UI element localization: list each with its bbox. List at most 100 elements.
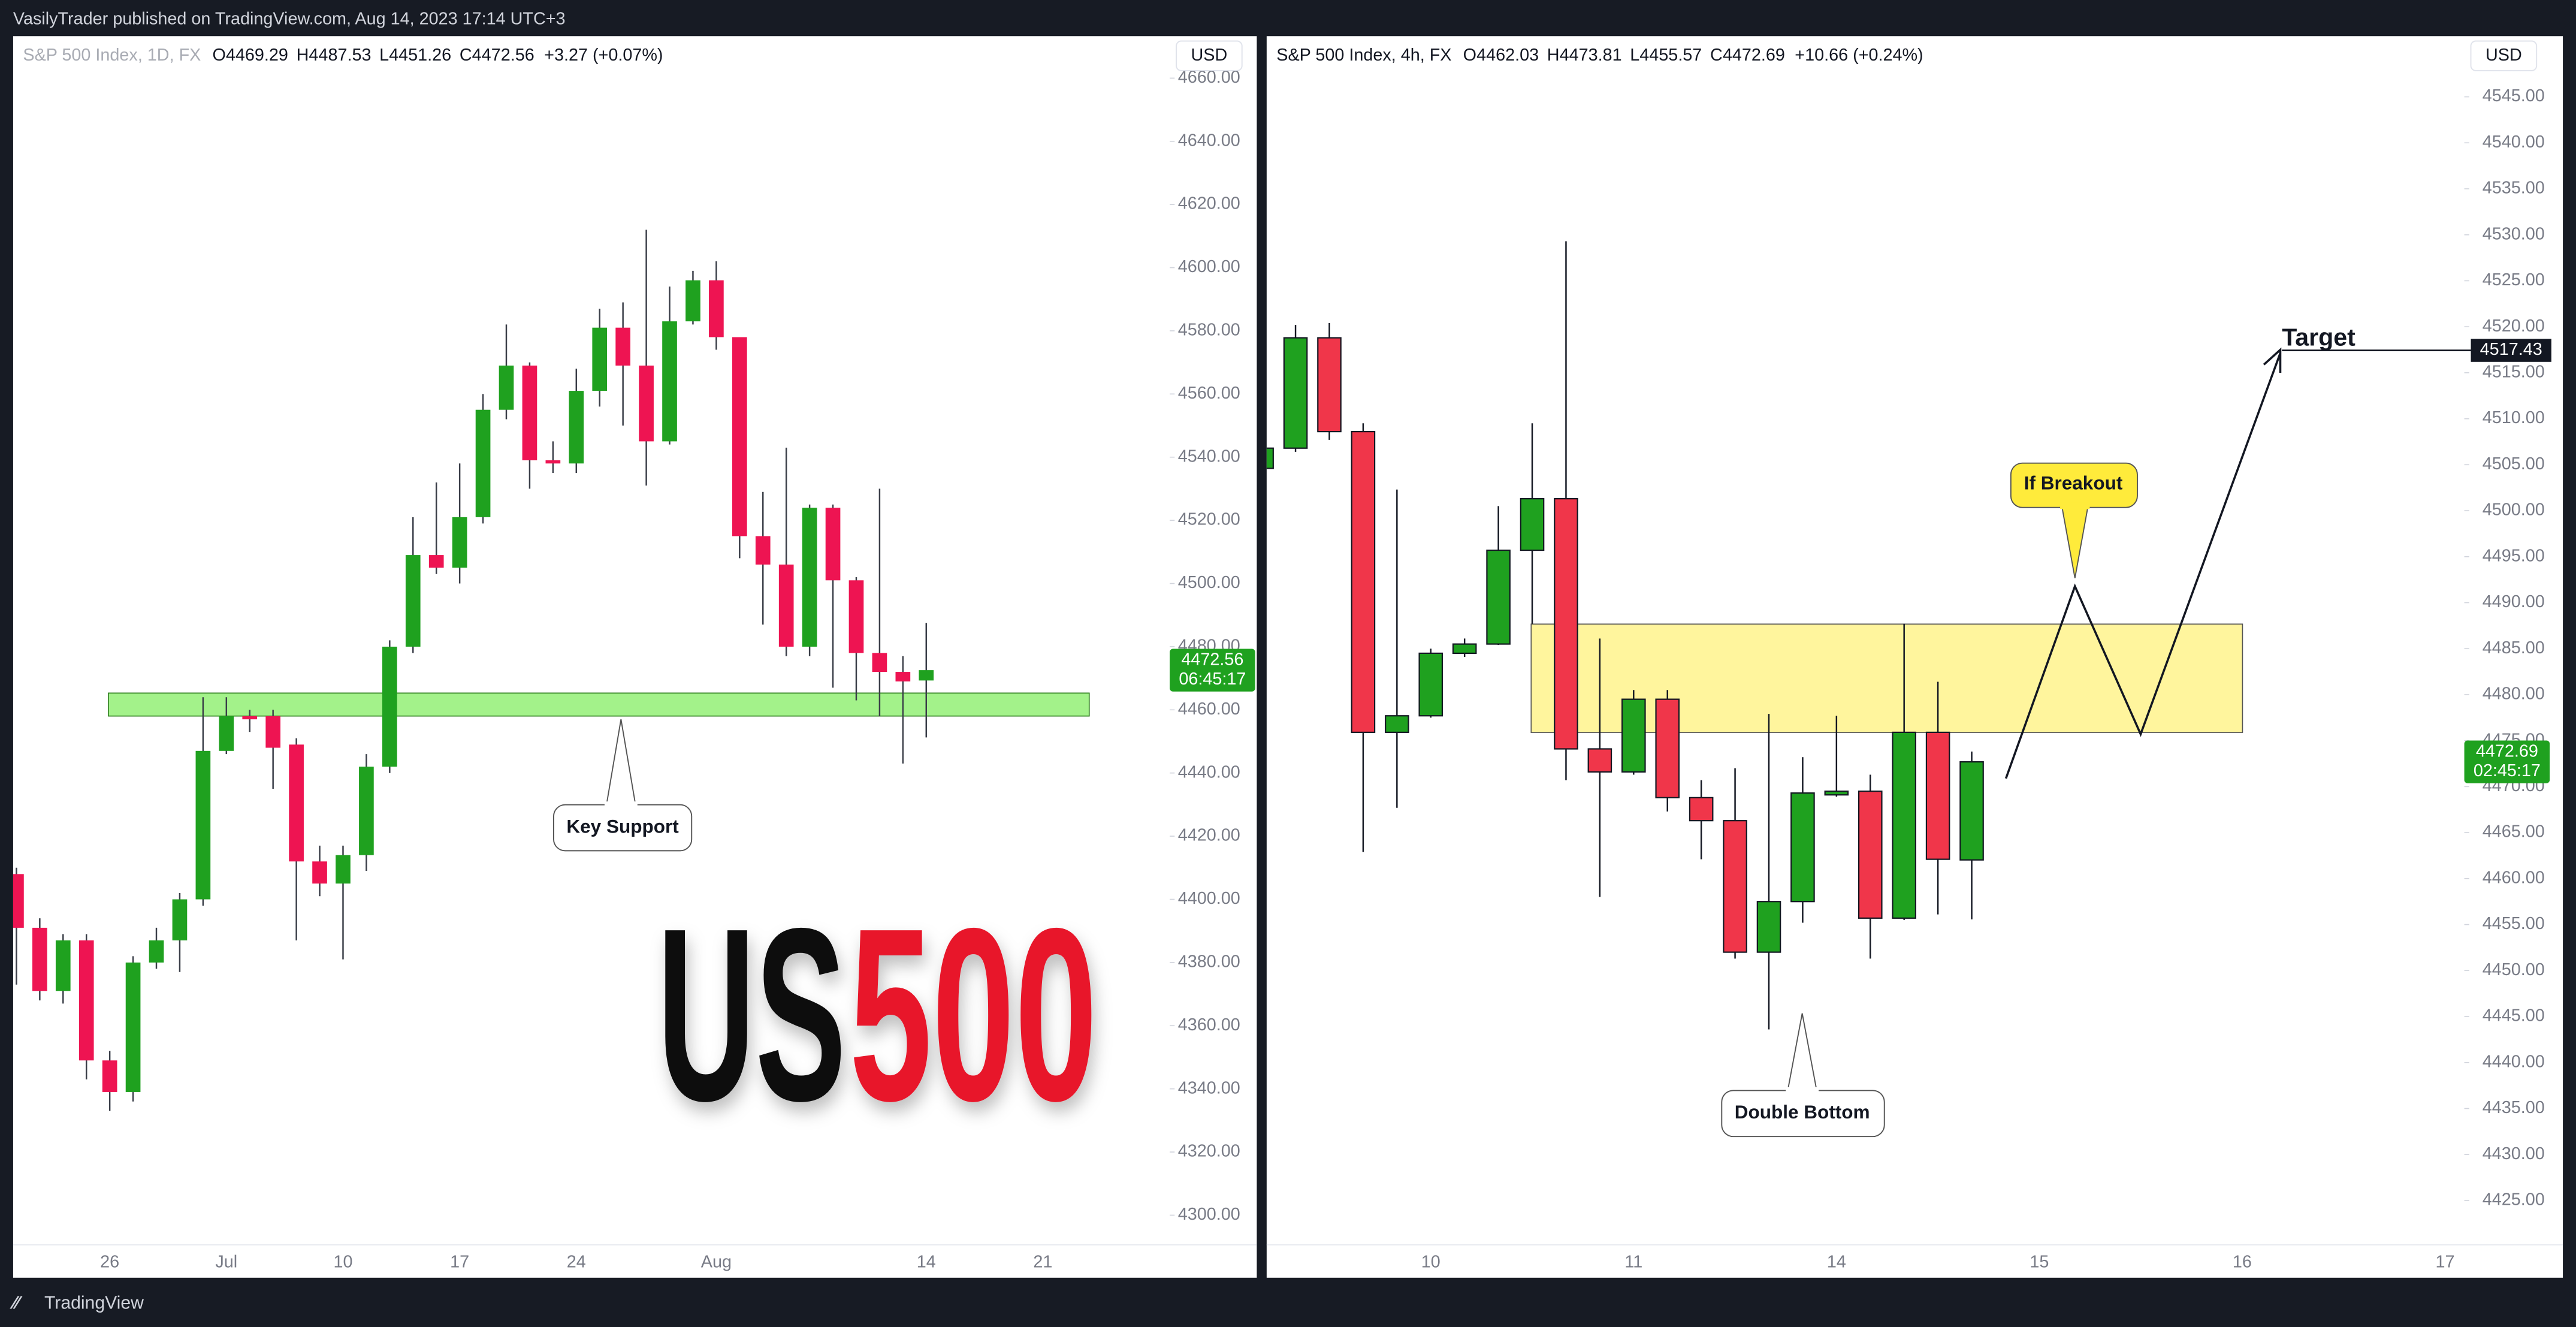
candle-body: [709, 280, 724, 337]
candle-body: [55, 940, 71, 991]
y-tick-label: 4490.00: [2483, 592, 2545, 611]
candle-body: [265, 716, 281, 748]
legend-symbol: S&P 500 Index, 4h, FX: [1276, 46, 1451, 65]
x-tick-label: 17: [2435, 1253, 2454, 1272]
candle-body: [32, 927, 47, 991]
footer-brand: TradingView: [44, 1293, 144, 1313]
header-text: VasilyTrader published on TradingView.co…: [13, 9, 566, 28]
legend-key: C: [460, 46, 472, 65]
y-tick-label: 4460.00: [2483, 868, 2545, 887]
legend-value: 4472.69: [1723, 46, 1785, 65]
watermark-text: 500: [849, 877, 1097, 1153]
candle-body: [848, 580, 864, 653]
candle-body: [1689, 797, 1714, 822]
x-tick-label: 17: [450, 1253, 469, 1272]
candle-body: [172, 899, 188, 940]
legend-key: L: [379, 46, 389, 65]
candles: [13, 230, 934, 1111]
x-tick-label: 10: [1421, 1253, 1440, 1272]
candle-body: [1858, 790, 1883, 919]
candle-body: [1587, 748, 1612, 773]
y-tick-label: 4360.00: [1178, 1015, 1240, 1035]
candle-body: [359, 767, 374, 855]
y-tick-label: 4620.00: [1178, 194, 1240, 213]
candle-body: [802, 508, 817, 647]
candle-body: [592, 327, 608, 391]
candle-body: [662, 321, 677, 442]
y-tick-label: 4380.00: [1178, 952, 1240, 971]
candle-body: [639, 365, 654, 442]
candle-body: [405, 555, 421, 647]
y-tick-label: 4460.00: [1178, 699, 1240, 719]
callout-join: [604, 801, 638, 809]
candle-body: [499, 365, 514, 410]
legend-value: 4473.81: [1560, 46, 1622, 65]
candle-body: [569, 391, 584, 464]
y-tick-label: 4445.00: [2483, 1006, 2545, 1026]
legend-key: L: [1630, 46, 1639, 65]
candle-body: [1266, 447, 1274, 469]
last-price-box: [1170, 649, 1255, 692]
y-tick-label: 4455.00: [2483, 914, 2545, 933]
candle-body: [1925, 731, 1950, 860]
target-price: 4517.43: [2480, 340, 2542, 359]
x-tick-label: 15: [2030, 1253, 2049, 1272]
candle-body: [1621, 698, 1646, 773]
callout-pointer: [2061, 505, 2089, 578]
x-tick-label: 16: [2233, 1253, 2252, 1272]
arrow-head: [2263, 347, 2282, 373]
legend-value: 4455.57: [1639, 46, 1702, 65]
legend-key: H: [1547, 46, 1560, 65]
legend-value: 4462.03: [1476, 46, 1539, 65]
legend-value: 4451.26: [389, 46, 451, 65]
y-tick-label: 4340.00: [1178, 1078, 1240, 1097]
y-tick-label: 4520.00: [2483, 316, 2545, 336]
y-tick-label: 4600.00: [1178, 257, 1240, 276]
y-tick-label: 4560.00: [1178, 384, 1240, 403]
candle-body: [1317, 337, 1342, 433]
candle-body: [1892, 731, 1916, 919]
legend: S&P 500 Index, 4h, FX O4462.03 H4473.81 L44…: [1276, 46, 1923, 65]
candle-body: [1351, 431, 1376, 733]
x-tick-label: Aug: [701, 1253, 732, 1272]
countdown: 06:45:17: [1179, 669, 1246, 689]
callout-join: [1786, 1087, 1819, 1094]
countdown: 02:45:17: [2474, 761, 2541, 780]
last-price-box: [2464, 740, 2550, 783]
y-tick-label: 4530.00: [2483, 224, 2545, 243]
footer-bar: [0, 1281, 2576, 1327]
candle-body: [522, 365, 537, 461]
y-tick-label: 4525.00: [2483, 270, 2545, 289]
candle-body: [1520, 498, 1545, 551]
candle-body: [872, 653, 887, 672]
candle-body: [475, 409, 491, 517]
watermark: US 500: [657, 877, 1098, 1153]
candle-body: [1385, 715, 1409, 733]
note-text: Double Bottom: [1735, 1101, 1870, 1123]
y-tick-label: 4485.00: [2483, 638, 2545, 658]
y-tick-label: 4420.00: [1178, 826, 1240, 845]
y-tick-label: 4500.00: [1178, 573, 1240, 592]
candle-body: [919, 670, 934, 681]
y-tick-label: 4540.00: [1178, 447, 1240, 466]
candle-body: [615, 327, 630, 366]
candle-body: [1554, 498, 1578, 750]
y-tick-label: 4435.00: [2483, 1098, 2545, 1117]
legend-key: O: [213, 46, 226, 65]
y-tick-label: 4500.00: [2483, 500, 2545, 520]
legend-change: +3.27 (+0.07%): [544, 46, 663, 65]
legend-symbol: S&P 500 Index, 1D, FX: [23, 46, 201, 65]
y-tick-label: 4535.00: [2483, 179, 2545, 198]
y-tick-label: 4640.00: [1178, 131, 1240, 150]
candle-body: [1756, 901, 1781, 953]
y-tick-label: 4495.00: [2483, 546, 2545, 565]
y-tick-label: 4425.00: [2483, 1190, 2545, 1210]
watermark-text: US: [657, 877, 846, 1153]
candle-body: [1418, 652, 1443, 717]
candle-body: [1824, 790, 1849, 796]
last-price: 4472.56: [1181, 650, 1243, 669]
candle-body: [336, 855, 351, 884]
x-tick-label: 24: [567, 1253, 586, 1272]
